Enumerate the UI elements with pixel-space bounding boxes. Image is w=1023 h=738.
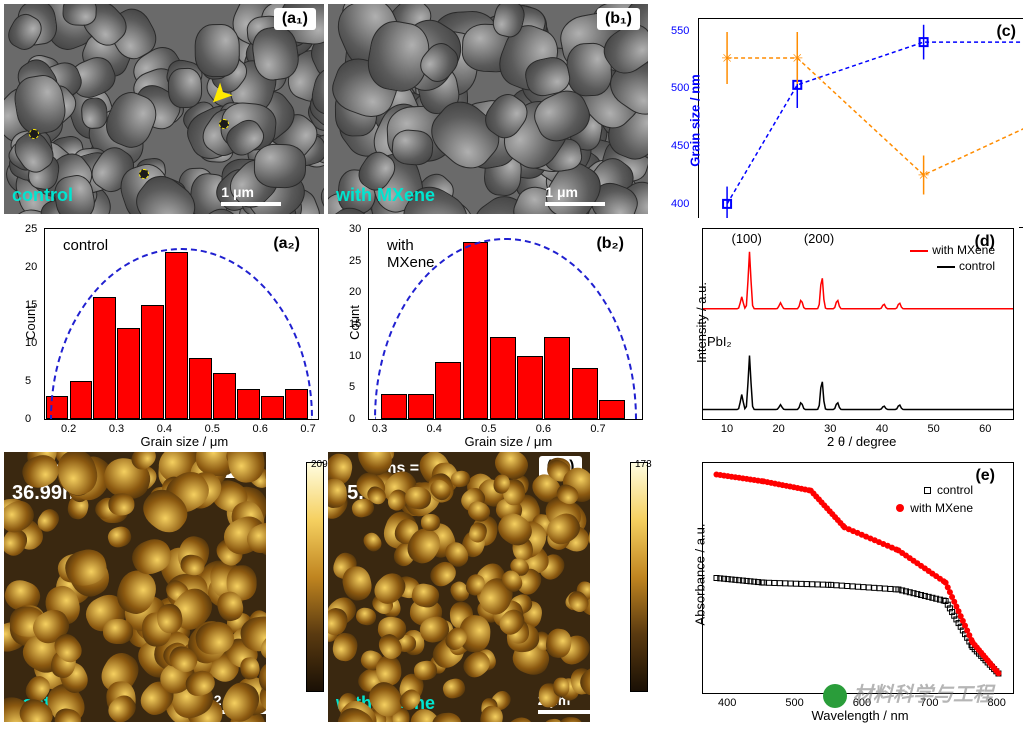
hist-a2-chart: (a₂) control Count Grain size / μm 0.20.… (44, 228, 319, 420)
sem-b1-panel: (b₁) with MXene 1 μm (328, 4, 648, 214)
hist-b2-chart: (b₂) with MXene Count Grain size / μm 0.… (368, 228, 643, 420)
hist-b2-xlabel: Grain size / μm (465, 434, 553, 449)
panel-label-b2: (b₂) (588, 233, 632, 255)
sem-a1-scalebar: 1 μm (221, 184, 254, 200)
plot-d-chart: (d) Intensity / a.u. 2 θ / degree 102030… (702, 228, 1014, 420)
afm-b3-colorbar: 173 nm 22 160140120100806040 (630, 462, 648, 692)
hist-a2-xlabel: Grain size / μm (141, 434, 229, 449)
plot-d-xlabel: 2 θ / degree (827, 434, 896, 449)
hist-b2-legend: with MXene (387, 237, 435, 271)
hist-a2-panel: (a₂) control Count Grain size / μm 0.20.… (4, 218, 324, 448)
panel-label-b1: (b₁) (597, 8, 640, 30)
hist-a2-legend: control (63, 237, 108, 254)
plot-d-panel: (d) Intensity / a.u. 2 θ / degree 102030… (652, 218, 1019, 448)
plot-e-xlabel: Wavelength / nm (812, 708, 909, 723)
panel-label-a2: (a₂) (265, 233, 308, 255)
sem-mxene-image: (b₁) with MXene 1 μm (328, 4, 648, 214)
plot-c-chart: (c) Grain size / nm rms / nm MXene conte… (698, 18, 1023, 228)
sem-b1-scalebar: 1 μm (545, 184, 578, 200)
afm-a3-panel: (a₃) rms = 36.99nm control 2 μm 209 nm 1… (4, 452, 324, 722)
afm-b3-panel: (b₃) rms = 25.52nm with MXene 2 μm 173 n… (328, 452, 648, 722)
afm-a3-image: (a₃) rms = 36.99nm control 2 μm 209 nm 1… (4, 452, 324, 722)
sem-a1-panel: (a₁) control 1 μm ➤ (4, 4, 324, 214)
watermark: 材料科学与工程 (823, 678, 993, 708)
afm-b3-image: (b₃) rms = 25.52nm with MXene 2 μm 173 n… (328, 452, 648, 722)
sem-b1-overlay: with MXene (336, 185, 435, 206)
panel-label-a1: (a₁) (274, 8, 316, 30)
plot-c-panel: (c) Grain size / nm rms / nm MXene conte… (652, 4, 1019, 214)
hist-b2-panel: (b₂) with MXene Count Grain size / μm 0.… (328, 218, 648, 448)
sem-a1-overlay: control (12, 185, 73, 206)
watermark-icon (823, 684, 847, 708)
afm-a3-colorbar: 209 nm 15 180160140120100806040 (306, 462, 324, 692)
watermark-text: 材料科学与工程 (853, 684, 993, 706)
plot-e-chart: (e) Absorbance / a.u. Wavelength / nm 40… (702, 462, 1014, 694)
sem-control-image: (a₁) control 1 μm ➤ (4, 4, 324, 214)
